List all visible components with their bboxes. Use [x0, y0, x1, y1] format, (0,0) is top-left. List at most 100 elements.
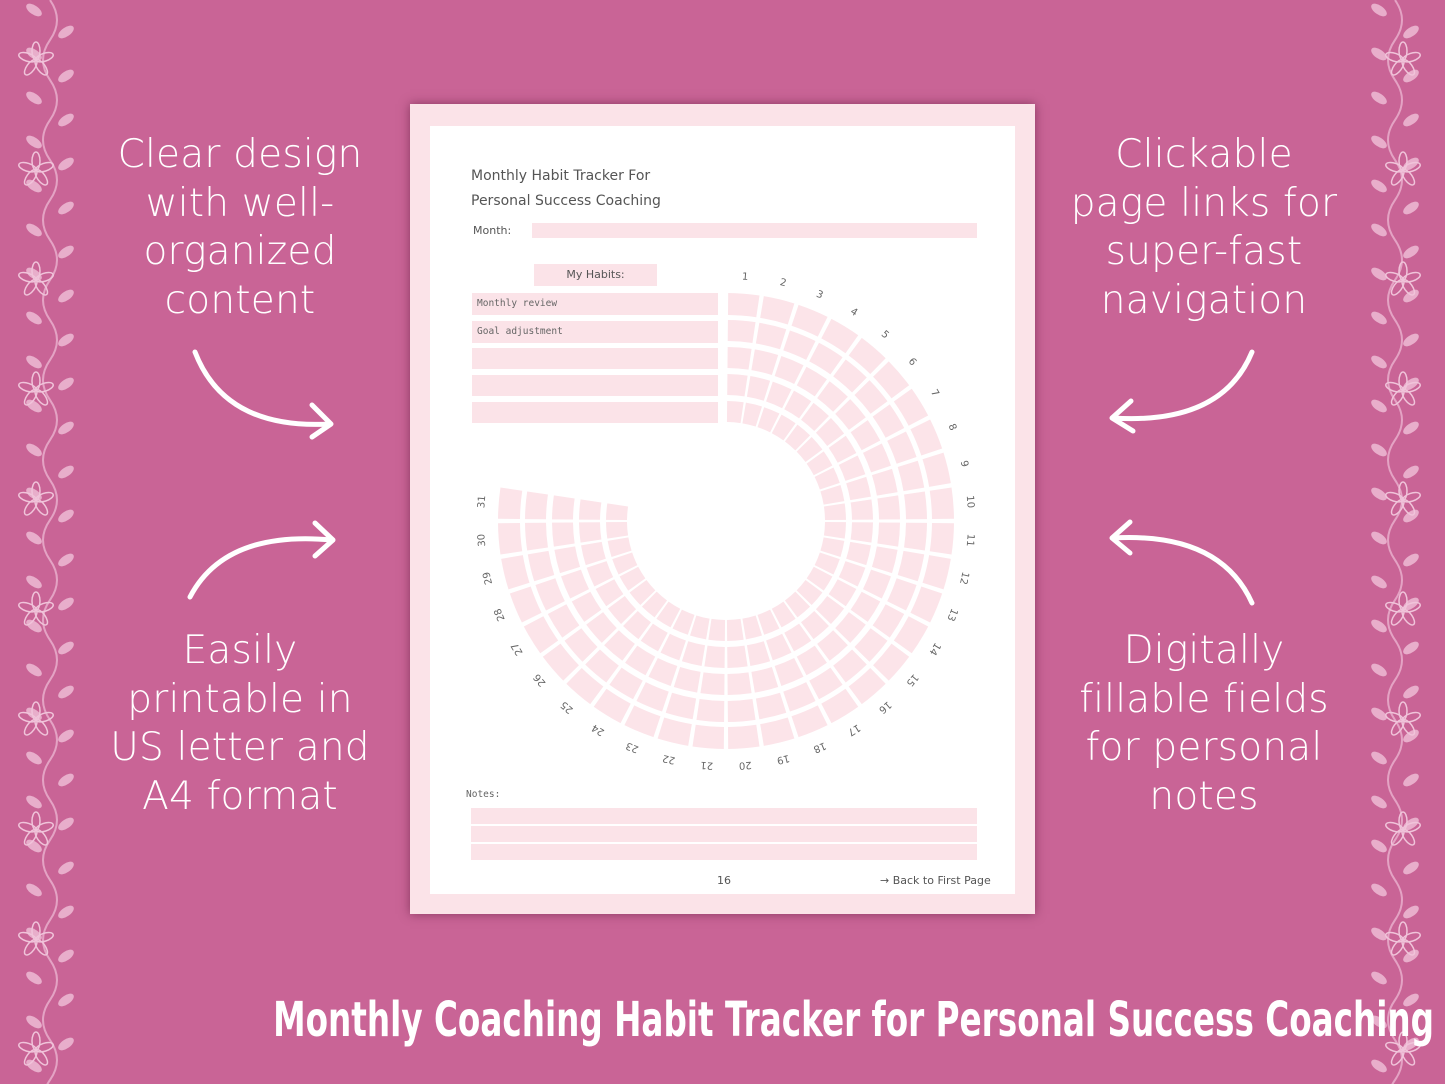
habit-day-cell[interactable]	[525, 522, 548, 551]
habit-day-cell[interactable]	[817, 630, 848, 661]
habit-day-cell[interactable]	[784, 424, 811, 451]
habit-day-cell[interactable]	[815, 418, 845, 446]
habit-day-cell[interactable]	[585, 649, 619, 683]
habit-day-cell[interactable]	[850, 499, 873, 520]
habit-day-cell[interactable]	[820, 537, 845, 557]
habit-day-cell[interactable]	[871, 468, 898, 496]
habit-day-cell[interactable]	[766, 633, 792, 661]
habit-day-cell[interactable]	[757, 407, 780, 433]
habit-day-cell[interactable]	[897, 550, 925, 582]
habit-day-cell[interactable]	[609, 667, 643, 700]
habit-day-cell[interactable]	[640, 623, 668, 652]
notes-field[interactable]	[471, 826, 977, 842]
habit-day-cell[interactable]	[579, 522, 602, 543]
habit-day-cell[interactable]	[871, 546, 898, 574]
habit-day-cell[interactable]	[552, 495, 575, 520]
habit-field[interactable]: Monthly review	[472, 293, 718, 315]
habit-day-cell[interactable]	[595, 579, 624, 607]
habit-day-cell[interactable]	[854, 380, 888, 414]
habit-day-cell[interactable]	[727, 699, 756, 722]
habit-day-cell[interactable]	[873, 361, 910, 399]
habit-day-cell[interactable]	[625, 645, 656, 676]
habit-day-cell[interactable]	[904, 522, 927, 551]
habit-day-cell[interactable]	[801, 402, 829, 432]
habit-day-cell[interactable]	[525, 491, 548, 520]
habit-day-cell[interactable]	[554, 546, 581, 574]
habit-day-cell[interactable]	[606, 503, 629, 521]
habit-day-cell[interactable]	[784, 623, 812, 652]
habit-day-cell[interactable]	[820, 485, 845, 505]
habit-day-cell[interactable]	[922, 452, 951, 487]
habit-day-cell[interactable]	[897, 460, 925, 492]
habit-day-cell[interactable]	[877, 495, 900, 520]
habit-day-cell[interactable]	[700, 672, 725, 695]
habit-day-cell[interactable]	[910, 586, 943, 623]
habit-day-cell[interactable]	[727, 293, 760, 318]
notes-field[interactable]	[471, 808, 977, 824]
habit-day-cell[interactable]	[727, 724, 760, 749]
habit-day-cell[interactable]	[929, 522, 954, 555]
habit-day-cell[interactable]	[821, 318, 859, 354]
habit-day-cell[interactable]	[929, 487, 954, 520]
habit-day-cell[interactable]	[619, 566, 646, 591]
habit-day-cell[interactable]	[624, 705, 661, 738]
habit-day-cell[interactable]	[904, 491, 927, 520]
habit-day-cell[interactable]	[561, 569, 590, 599]
habit-day-cell[interactable]	[796, 436, 823, 463]
habit-day-cell[interactable]	[657, 717, 692, 746]
habit-day-cell[interactable]	[727, 672, 752, 695]
habit-day-cell[interactable]	[586, 561, 614, 587]
habit-day-cell[interactable]	[828, 579, 857, 607]
habit-day-cell[interactable]	[692, 724, 725, 749]
habit-day-cell[interactable]	[672, 609, 695, 635]
habit-day-cell[interactable]	[893, 616, 929, 654]
habit-day-cell[interactable]	[791, 304, 828, 337]
habit-day-cell[interactable]	[629, 579, 656, 606]
habit-day-cell[interactable]	[877, 522, 900, 547]
habit-day-cell[interactable]	[910, 419, 943, 456]
habit-day-cell[interactable]	[801, 610, 829, 640]
habit-day-cell[interactable]	[690, 615, 710, 640]
habit-day-cell[interactable]	[774, 657, 804, 686]
habit-day-cell[interactable]	[791, 705, 828, 738]
habit-day-cell[interactable]	[838, 561, 866, 587]
habit-day-cell[interactable]	[846, 476, 871, 501]
habit-day-cell[interactable]	[742, 615, 762, 640]
habit-day-cell[interactable]	[509, 586, 542, 623]
habit-day-cell[interactable]	[708, 618, 726, 641]
habit-day-cell[interactable]	[586, 612, 617, 643]
habit-day-cell[interactable]	[641, 591, 668, 618]
habit-day-cell[interactable]	[566, 668, 604, 705]
habit-day-cell[interactable]	[922, 555, 951, 590]
habit-day-cell[interactable]	[887, 578, 917, 611]
habit-day-cell[interactable]	[848, 668, 886, 705]
habit-day-cell[interactable]	[542, 643, 579, 681]
habit-day-cell[interactable]	[501, 555, 530, 590]
habit-day-cell[interactable]	[783, 330, 816, 360]
habit-field[interactable]	[472, 348, 718, 369]
habit-day-cell[interactable]	[784, 591, 811, 618]
habit-day-cell[interactable]	[607, 596, 637, 624]
habit-day-cell[interactable]	[854, 628, 888, 662]
habit-day-cell[interactable]	[862, 569, 891, 599]
habit-day-cell[interactable]	[828, 435, 857, 463]
habit-day-cell[interactable]	[704, 645, 725, 668]
habit-day-cell[interactable]	[846, 541, 871, 566]
habit-day-cell[interactable]	[823, 503, 846, 521]
habit-day-cell[interactable]	[821, 688, 859, 724]
habit-day-cell[interactable]	[766, 381, 792, 409]
habit-day-cell[interactable]	[612, 552, 638, 575]
habit-day-cell[interactable]	[806, 566, 833, 591]
habit-day-cell[interactable]	[727, 347, 752, 370]
habit-day-cell[interactable]	[751, 666, 779, 693]
habit-day-cell[interactable]	[760, 717, 795, 746]
habit-day-cell[interactable]	[552, 522, 575, 547]
habit-day-cell[interactable]	[783, 682, 816, 712]
habit-day-cell[interactable]	[809, 667, 843, 700]
habit-day-cell[interactable]	[806, 451, 833, 476]
habit-day-cell[interactable]	[862, 443, 891, 473]
habit-day-cell[interactable]	[771, 601, 796, 628]
habit-day-cell[interactable]	[823, 521, 846, 539]
habit-field[interactable]	[472, 402, 718, 423]
habit-day-cell[interactable]	[833, 649, 867, 683]
